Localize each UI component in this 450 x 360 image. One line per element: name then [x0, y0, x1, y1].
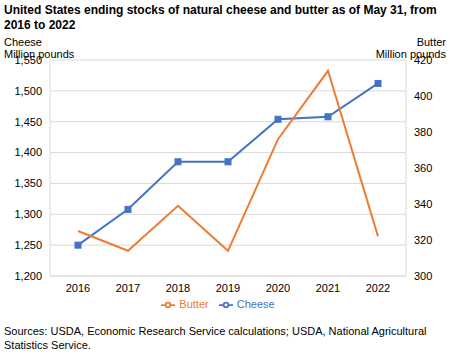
svg-text:2018: 2018	[166, 282, 190, 294]
svg-text:380: 380	[414, 126, 432, 138]
svg-text:2019: 2019	[216, 282, 240, 294]
svg-text:1,350: 1,350	[14, 177, 42, 189]
svg-text:420: 420	[414, 54, 432, 66]
svg-text:1,200: 1,200	[14, 270, 42, 282]
svg-text:2021: 2021	[316, 282, 340, 294]
svg-text:1,500: 1,500	[14, 85, 42, 97]
svg-text:2016: 2016	[66, 282, 90, 294]
svg-text:2020: 2020	[266, 282, 290, 294]
svg-text:2022: 2022	[366, 282, 390, 294]
svg-text:1,300: 1,300	[14, 208, 42, 220]
svg-text:1,250: 1,250	[14, 239, 42, 251]
svg-text:340: 340	[414, 198, 432, 210]
svg-text:320: 320	[414, 234, 432, 246]
svg-text:1,450: 1,450	[14, 116, 42, 128]
svg-text:2017: 2017	[116, 282, 140, 294]
svg-text:1,550: 1,550	[14, 54, 42, 66]
svg-text:300: 300	[414, 270, 432, 282]
svg-text:400: 400	[414, 90, 432, 102]
svg-text:360: 360	[414, 162, 432, 174]
svg-text:1,400: 1,400	[14, 146, 42, 158]
